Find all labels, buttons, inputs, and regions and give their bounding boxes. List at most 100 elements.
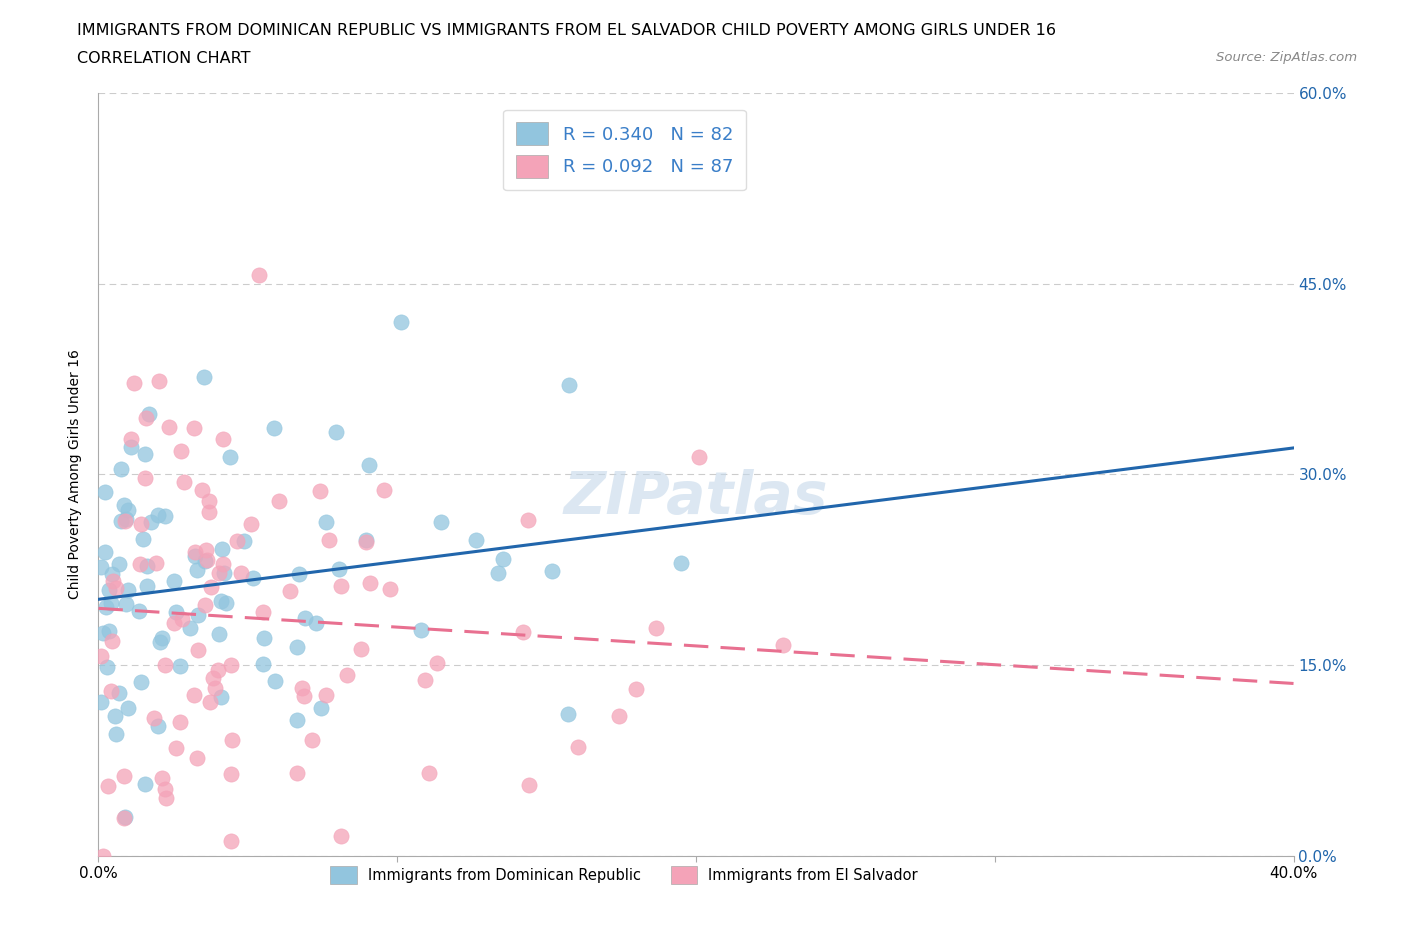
Point (209, 690, 232, 705)
Point (197, 505, 219, 520)
Point (330, 829, 353, 844)
Point (380, 581, 402, 596)
Point (100, 684, 122, 698)
Point (170, 444, 193, 458)
Point (263, 420, 285, 435)
Text: CORRELATION CHART: CORRELATION CHART (77, 51, 250, 66)
Point (131, 516, 153, 531)
Point (214, 596, 236, 611)
Point (184, 548, 207, 563)
Point (195, 543, 218, 558)
Point (211, 541, 233, 556)
Point (163, 574, 186, 589)
Point (252, 657, 274, 671)
Point (607, 709, 630, 724)
Point (645, 621, 668, 636)
Point (170, 611, 193, 626)
Point (280, 583, 302, 598)
Point (426, 656, 449, 671)
Point (318, 533, 340, 548)
Point (101, 567, 124, 582)
Point (120, 440, 142, 455)
Point (193, 369, 215, 384)
Point (517, 512, 540, 527)
Point (389, 314, 412, 329)
Point (229, 565, 252, 580)
Point (153, 781, 176, 796)
Point (128, 604, 150, 618)
Point (187, 607, 209, 622)
Point (373, 483, 395, 498)
Point (486, 565, 509, 580)
Point (315, 687, 337, 702)
Point (464, 532, 486, 547)
Point (285, 712, 308, 727)
Point (221, 733, 243, 748)
Point (136, 578, 159, 593)
Point (143, 711, 166, 725)
Point (153, 658, 176, 672)
Point (96, 659, 118, 674)
Point (688, 450, 710, 465)
Point (253, 631, 276, 645)
Point (169, 715, 191, 730)
Point (110, 513, 132, 528)
Point (301, 732, 323, 747)
Point (97, 778, 120, 793)
Point (207, 662, 229, 677)
Point (329, 578, 352, 593)
Point (204, 680, 226, 695)
Point (357, 458, 380, 473)
Point (194, 553, 217, 568)
Point (512, 624, 534, 639)
Point (219, 658, 242, 673)
Point (114, 514, 136, 529)
Point (212, 432, 235, 446)
Point (208, 565, 231, 580)
Point (166, 740, 188, 755)
Point (772, 638, 794, 653)
Point (179, 620, 201, 635)
Point (97, 623, 120, 638)
Point (418, 766, 440, 781)
Point (219, 767, 242, 782)
Point (328, 562, 350, 577)
Point (149, 634, 172, 649)
Point (93, 485, 115, 499)
Point (152, 770, 174, 785)
Point (325, 425, 347, 440)
Point (540, 564, 562, 578)
Point (517, 777, 540, 792)
Point (96, 600, 118, 615)
Point (117, 701, 139, 716)
Point (112, 768, 135, 783)
Point (198, 494, 221, 509)
Point (114, 810, 136, 825)
Point (169, 658, 191, 673)
Point (411, 622, 433, 637)
Point (110, 461, 132, 476)
Point (90, 649, 112, 664)
Point (104, 581, 127, 596)
Point (134, 777, 156, 791)
Point (120, 432, 142, 446)
Point (117, 583, 139, 598)
Point (101, 633, 124, 648)
Point (413, 673, 436, 688)
Point (191, 483, 214, 498)
Point (136, 558, 159, 573)
Point (134, 446, 156, 461)
Point (567, 739, 589, 754)
Point (91, 626, 114, 641)
Point (122, 376, 145, 391)
Point (226, 534, 249, 549)
Point (291, 681, 314, 696)
Point (141, 514, 163, 529)
Point (239, 517, 262, 532)
Text: IMMIGRANTS FROM DOMINICAN REPUBLIC VS IMMIGRANTS FROM EL SALVADOR CHILD POVERTY : IMMIGRANTS FROM DOMINICAN REPUBLIC VS IM… (77, 23, 1056, 38)
Point (200, 579, 222, 594)
Point (315, 515, 337, 530)
Point (294, 611, 316, 626)
Point (198, 695, 221, 710)
Point (107, 557, 129, 572)
